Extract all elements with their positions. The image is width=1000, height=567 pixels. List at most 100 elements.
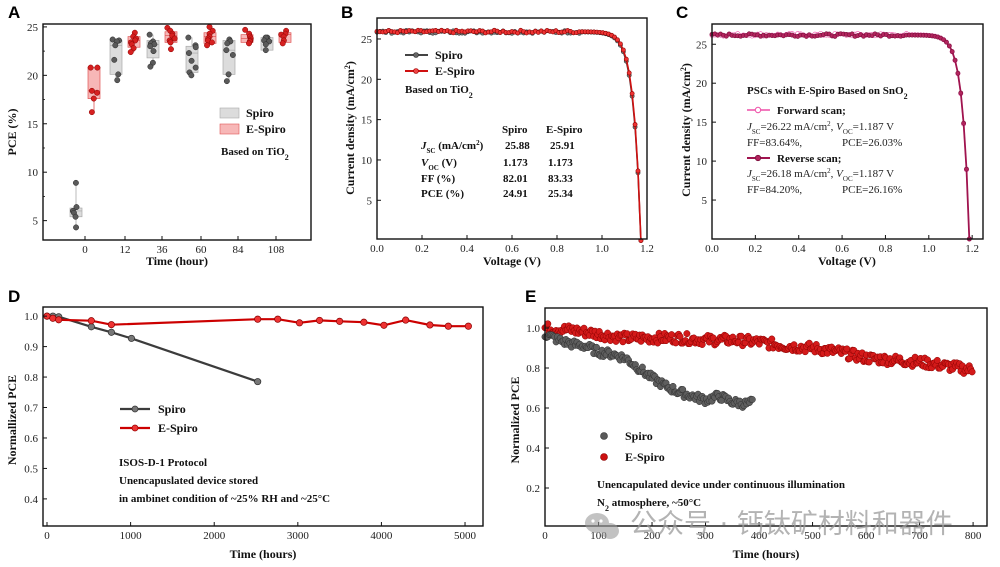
data-point-spiro [73,204,80,211]
data-point [955,70,961,76]
data-point-e-spiro [668,331,676,339]
legend-marker-spiro-e [600,432,608,440]
legend-marker-spiro-b [413,52,419,58]
annotation-substrate-b: Based on TiO2 [405,84,473,100]
x-tick-label: 0.0 [370,243,384,255]
data-point-e-spiro [208,39,215,46]
x-tick-label: 0.8 [550,243,564,255]
legend-marker-e-spiro-d [131,424,139,432]
data-point-spiro [185,34,192,41]
reverse-pce: PCE=26.16% [842,184,902,196]
data-point-spiro [127,334,136,342]
annotation-e-1: Unencapulated device under continuous il… [597,479,845,491]
data-point-spiro [223,78,230,85]
data-point-spiro [262,41,269,48]
reverse-jsc-voc: JSC=26.18 mA/cm2, VOC=1.187 V [747,167,894,183]
data-point-spiro [107,328,115,336]
legend-marker-spiro-d [131,405,139,413]
panel-b: B 0.0 0.2 0.4 0.6 0.8 1.0 1.2 5 10 15 20 25 Voltage… [341,3,654,268]
data-point-spiro [146,31,153,38]
legend-label-e-spiro-e: E-Spiro [625,450,665,464]
plot-frame-e [544,307,988,527]
x-tick-label-d: 4000 [370,530,393,542]
data-point-e-spiro [316,316,324,324]
table-cell: 25.34 [548,188,573,200]
table-cell: 24.91 [503,188,528,200]
data-point [612,34,617,40]
y-tick-label: 10 [696,156,708,168]
data-point-e-spiro [619,338,627,346]
params-table-b: Spiro E-Spiro JSC (mA/cm2) 25.88 25.91 V… [420,124,583,200]
x-tick-label-a: 36 [157,244,169,256]
legend-swatch-spiro [219,107,240,119]
data-point [952,57,958,63]
x-tick-label-a: 60 [196,244,208,256]
y-axis-label-a: PCE (%) [5,109,19,156]
x-tick-label-a: 0 [82,244,88,256]
y-tick-label: 5 [702,195,708,207]
legend-label-spiro-b: Spiro [435,48,463,62]
x-tick-label-e: 400 [751,530,768,542]
data-point-e-spiro [683,330,691,338]
watermark: 公众号 · 钙钛矿材料和器件 [585,509,953,540]
x-tick-label: 1.2 [640,243,654,255]
x-tick-label: 0.2 [415,243,429,255]
data-point [617,41,623,47]
data-point [946,43,952,49]
data-point-e-spiro [246,40,252,47]
data-point-e-spiro [167,39,174,46]
plot-frame-c [711,23,984,240]
data-point-e-spiro [171,35,178,42]
data-point [949,49,955,54]
x-tick-label-d: 5000 [454,530,477,542]
data-point-spiro [192,44,199,51]
x-tick-label: 1.2 [965,243,979,255]
y-tick-label-a: 25 [27,22,39,34]
line-spiro [47,315,259,383]
data-point-spiro [593,343,600,351]
data-point-spiro [147,43,154,50]
data-point [629,91,635,96]
y-tick-label-d: 0.6 [24,433,38,445]
legend-label-reverse: Reverse scan; [777,153,841,165]
data-point-e-spiro [279,40,286,47]
x-tick-label-a: 12 [120,244,131,256]
y-tick-label: 15 [696,117,708,129]
data-point-e-spiro [444,322,452,330]
table-row-pce-label: PCE (%) [421,188,464,200]
x-tick-label-a: 108 [268,244,285,256]
data-point-spiro [87,323,95,331]
y-tick-label: 20 [696,78,708,90]
plot-frame-a [42,23,312,241]
x-tick-label: 0.0 [705,243,719,255]
y-axis-label-e: Normalized PCE [508,377,522,464]
legend-label-spiro-e: Spiro [625,429,653,443]
x-tick-label: 0.6 [505,243,519,255]
legend-b: Spiro E-Spiro Based on TiO2 [405,48,475,100]
data-point-e-spiro [426,321,434,329]
legend-label-forward: Forward scan; [777,105,846,117]
y-tick-label-d: 0.8 [24,372,38,384]
data-point-e-spiro [87,317,95,325]
data-point-e-spiro [402,316,410,324]
legend-e: Spiro E-Spiro [600,429,665,464]
data-point [632,122,638,127]
x-tick-label-d: 0 [44,530,50,542]
legend-marker-e-spiro-b [413,68,419,74]
legend-marker-e-spiro-e [600,453,608,461]
y-tick-label-e: 0.8 [526,363,540,375]
data-point-spiro [72,213,79,220]
x-axis-label-a: Time (hour) [146,254,208,268]
data-point-e-spiro [88,87,95,94]
data-point [515,30,521,36]
x-tick-label-a: 84 [233,244,245,256]
data-point-spiro [186,50,192,57]
data-point-spiro [115,71,122,78]
data-point-e-spiro [90,95,97,102]
data-point-e-spiro [968,368,976,376]
y-tick-label-e: 1.0 [526,323,540,335]
legend-label-e-spiro-b: E-Spiro [435,64,475,78]
x-tick-label-e: 600 [858,530,875,542]
reverse-ff: FF=84.20%, [747,184,802,196]
panel-a: A 5 10 15 20 25 0 12 36 60 84 108 Time (hour) PCE … [5,3,312,268]
